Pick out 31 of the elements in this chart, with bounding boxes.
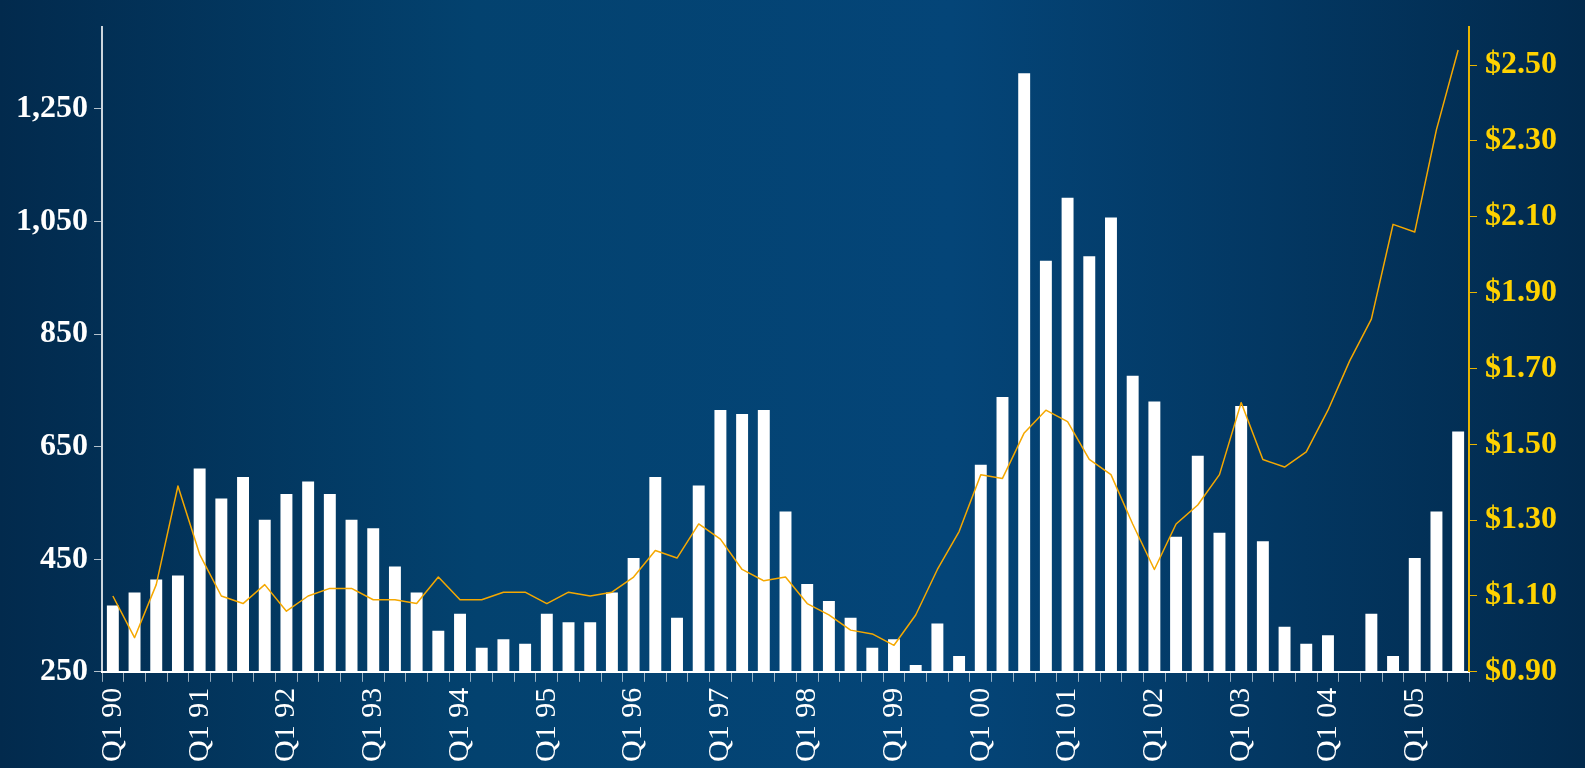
x-tick-label: Q1 94	[440, 687, 474, 763]
y2-tick-label: $2.10	[1485, 196, 1557, 233]
y2-tick-label: $1.50	[1485, 423, 1557, 460]
y-tick-label: 1,050	[16, 200, 88, 237]
y-tick-label: 650	[40, 425, 88, 462]
y2-tick-label: $2.50	[1485, 44, 1557, 81]
x-tick-label: Q1 04	[1308, 687, 1342, 763]
x-tick-label: Q1 03	[1222, 687, 1256, 763]
x-tick-label: Q1 95	[527, 687, 561, 763]
y-tick-label: 250	[40, 651, 88, 688]
y-tick-label: 1,250	[16, 88, 88, 125]
x-tick-label: Q1 93	[354, 687, 388, 763]
y2-tick-label: $0.90	[1485, 651, 1557, 688]
x-tick-label: Q1 92	[267, 687, 301, 763]
y-tick-label: 850	[40, 313, 88, 350]
x-tick-label: Q1 91	[180, 687, 214, 763]
x-tick-label: Q1 00	[961, 687, 995, 763]
x-tick-label: Q1 98	[788, 687, 822, 763]
x-tick-label: Q1 02	[1135, 687, 1169, 763]
y2-tick-label: $1.10	[1485, 575, 1557, 612]
x-tick-label: Q1 05	[1395, 687, 1429, 763]
x-tick-label: Q1 96	[614, 687, 648, 763]
y2-tick-label: $2.30	[1485, 120, 1557, 157]
y2-tick-label: $1.70	[1485, 347, 1557, 384]
x-tick-label: Q1 01	[1048, 687, 1082, 763]
y2-tick-label: $1.90	[1485, 271, 1557, 308]
x-tick-label: Q1 97	[701, 687, 735, 763]
y2-tick-label: $1.30	[1485, 499, 1557, 536]
y-tick-label: 450	[40, 538, 88, 575]
x-tick-label: Q1 90	[93, 687, 127, 763]
x-tick-label: Q1 99	[874, 687, 908, 763]
